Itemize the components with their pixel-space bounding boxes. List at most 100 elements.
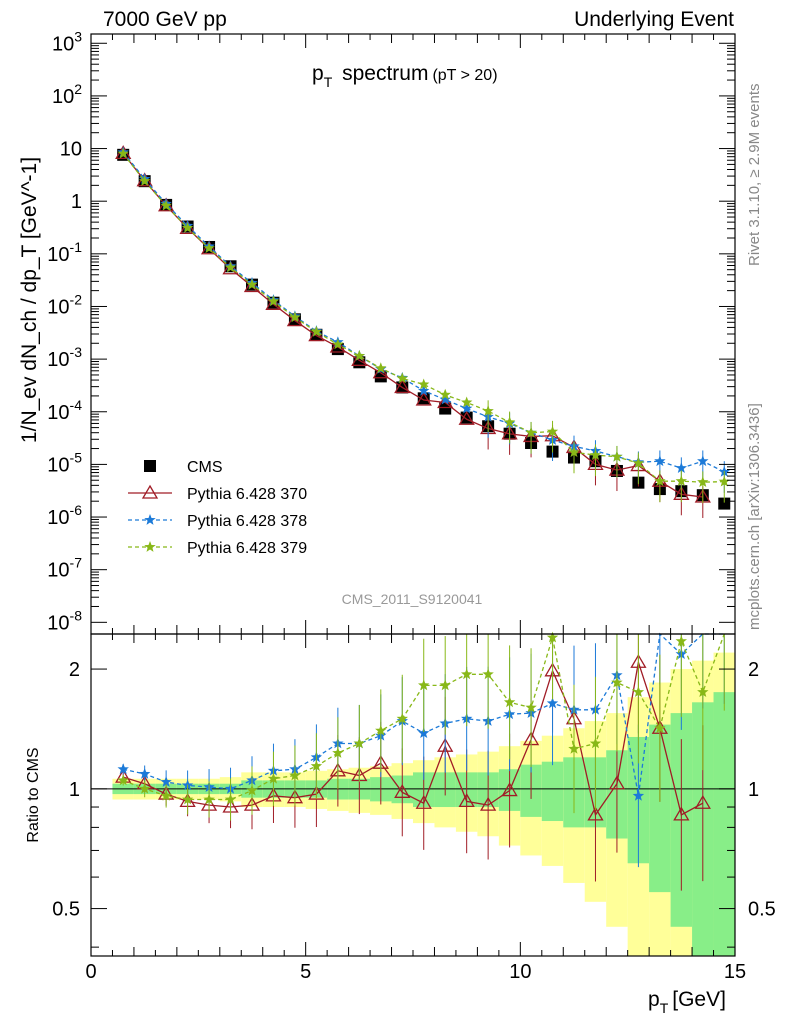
data-point-pythia-6-428-379 [332,338,344,350]
header-left: 7000 GeV pp [103,8,227,31]
data-point-pythia-6-428-370 [329,338,346,353]
data-point-pythia-6-428-379 [568,446,580,458]
data-point-pythia-6-428-379 [310,325,323,337]
data-point-pythia-6-428-379 [525,426,537,438]
data-point-pythia-6-428-379 [589,449,602,460]
ratio-point-pythia-6-428-379 [353,737,365,749]
ratio-point-pythia-6-428-379 [611,676,623,688]
ratio-point-pythia-6-428-379 [697,686,709,697]
data-point-pythia-6-428-379 [375,362,387,374]
chart-title: pT spectrum (pT > 20) [312,62,498,90]
data-point-pythia-6-428-370 [351,351,368,366]
legend-marker [141,484,159,499]
ratio-point-pythia-6-428-379 [246,784,258,796]
main-ytick-label: 10-8 [47,607,82,634]
ratio-point-pythia-6-428-379 [525,701,537,713]
data-point-pythia-6-428-379 [224,261,237,273]
legend-label: Pythia 6.428 370 [187,486,307,503]
ratio-point-pythia-6-428-379 [160,789,172,801]
ratio-point-pythia-6-428-379 [332,747,344,758]
data-point-pythia-6-428-379 [654,475,666,486]
main-ytick-label: 10-5 [47,449,82,476]
data-point-pythia-6-428-370 [458,410,475,425]
ratio-ytick-label-right: 1 [748,779,759,801]
data-point-pythia-6-428-379 [139,175,151,186]
data-point-pythia-6-428-379 [482,405,494,416]
ratio-band-inner [649,724,671,893]
watermark: CMS_2011_S9120041 [342,591,483,607]
ratio-band-inner [541,761,564,822]
data-point-pythia-6-428-379 [439,388,451,400]
data-point-pythia-6-428-379 [546,425,559,437]
data-point-pythia-6-428-379 [160,199,172,211]
ratio-point-pythia-6-428-379 [139,782,151,794]
data-point-pythia-6-428-379 [117,147,129,159]
legend-marker [144,514,156,525]
main-ytick-label: 10-2 [47,291,82,318]
ratio-xtick-label: 5 [300,961,311,983]
ratio-point-pythia-6-428-379 [589,737,602,749]
ratio-point-pythia-6-428-378 [418,727,430,738]
ratio-point-pythia-6-428-379 [375,724,387,736]
ratio-xtick-label: 15 [724,961,746,983]
ratio-point-pythia-6-428-370 [673,806,690,821]
main-ytick-label: 103 [52,28,82,55]
data-point-pythia-6-428-378 [697,455,709,467]
data-point-pythia-6-428-378 [418,384,430,396]
ratio-point-pythia-6-428-370 [587,806,604,821]
data-point-pythia-6-428-379 [396,372,408,384]
data-point-pythia-6-428-378 [654,455,666,467]
ratio-point-pythia-6-428-379 [203,793,215,805]
ratio-point-pythia-6-428-370 [608,775,626,790]
ratio-point-pythia-6-428-378 [160,776,172,787]
header-right: Underlying Event [574,8,734,31]
ratio-point-pythia-6-428-378 [546,697,559,709]
ratio-xtick-label: 10 [509,961,531,983]
data-point-pythia-6-428-379 [353,349,365,361]
ratio-point-pythia-6-428-379 [654,722,666,734]
data-point-pythia-6-428-379 [418,378,430,390]
ratio-ytick-label-right: 0.5 [748,899,776,921]
ratio-point-pythia-6-428-379 [117,774,129,786]
legend-label: Pythia 6.428 379 [187,540,307,557]
series-line-pythia-6-428-379 [122,153,725,483]
ratio-point-pythia-6-428-370 [458,793,475,808]
ratio-band-inner [713,692,735,956]
series-line-pythia-6-428-370 [122,152,703,498]
ratio-line-pythia-6-428-370 [123,662,704,817]
ratio-ylabel: Ratio to CMS [25,747,42,842]
data-point-pythia-6-428-379 [632,457,645,469]
ratio-xlabel: pT [GeV] [648,988,726,1016]
ratio-point-pythia-6-428-379 [289,769,301,781]
main-ytick-label: 10-3 [47,344,82,371]
ratio-point-pythia-6-428-379 [396,712,408,724]
chart-texts: 10-810-710-610-510-410-310-210-111010210… [18,28,776,1016]
ratio-point-pythia-6-428-379 [503,696,516,708]
data-point-pythia-6-428-370 [286,312,304,327]
data-point-pythia-6-428-370 [394,379,411,394]
ratio-point-pythia-6-428-379 [482,668,494,680]
side-label-top: Rivet 3.1.10, ≥ 2.9M events [746,83,763,267]
ratio-point-pythia-6-428-379 [418,679,430,691]
ratio-point-pythia-6-428-379 [224,793,237,805]
data-point-pythia-6-428-370 [243,278,261,293]
data-point-pythia-6-428-379 [675,475,687,486]
ratio-ytick-label-left: 1 [69,779,80,801]
main-ytick-label: 10 [60,139,82,161]
ratio-xtick-label: 0 [85,961,96,983]
data-point-pythia-6-428-379 [461,396,473,408]
ratio-point-pythia-6-428-370 [501,782,518,797]
ratio-ytick-label-right: 2 [748,659,759,681]
data-point-pythia-6-428-378 [461,402,473,414]
ratio-point-pythia-6-428-379 [439,679,451,691]
data-point-pythia-6-428-378 [439,393,451,405]
legend-label: Pythia 6.428 378 [187,513,307,530]
data-point-pythia-6-428-379 [697,476,709,487]
legend: CMS Pythia 6.428 370 Pythia 6.428 378 Pythi… [128,459,307,557]
data-point-pythia-6-428-379 [503,416,516,428]
main-ytick-label: 102 [52,81,82,108]
ratio-point-pythia-6-428-378 [632,789,645,801]
ratio-point-pythia-6-428-370 [694,794,711,809]
legend-label: CMS [187,459,223,476]
